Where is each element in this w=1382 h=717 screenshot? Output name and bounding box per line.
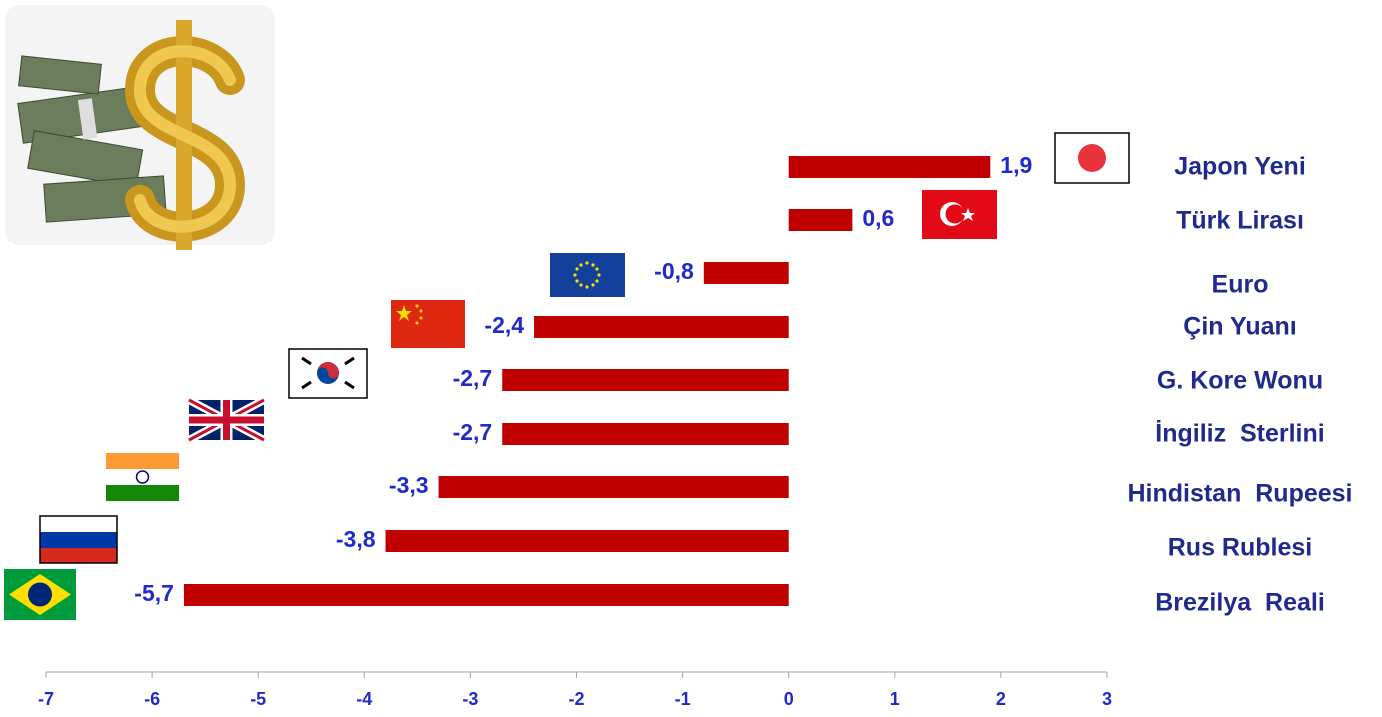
x-tick-label: -3 <box>462 689 478 709</box>
flag-eu <box>550 253 625 297</box>
value-label: -2,4 <box>484 312 524 338</box>
category-label: Brezilya Reali <box>1155 589 1325 617</box>
x-tick-label: -7 <box>38 689 54 709</box>
value-label: -0,8 <box>654 258 694 284</box>
x-tick-label: -2 <box>568 689 584 709</box>
x-tick-label: 3 <box>1102 689 1112 709</box>
flag-russia <box>39 515 118 564</box>
bar <box>438 476 789 498</box>
x-tick-label: 2 <box>996 689 1006 709</box>
value-label: -5,7 <box>134 580 174 606</box>
bar <box>502 423 789 445</box>
category-label: Rus Rublesi <box>1168 534 1312 562</box>
bar <box>385 530 789 552</box>
value-label: -3,3 <box>389 472 429 498</box>
bar <box>703 262 789 284</box>
category-label: Hindistan Rupeesi <box>1127 480 1352 508</box>
flag-uk <box>187 396 266 444</box>
category-label: Japon Yeni <box>1174 153 1306 181</box>
flag-india <box>106 453 179 501</box>
value-label: -2,7 <box>453 365 493 391</box>
value-label: -2,7 <box>453 419 493 445</box>
x-tick-label: 1 <box>890 689 900 709</box>
category-label: Türk Lirası <box>1176 207 1304 235</box>
value-label: -3,8 <box>336 526 376 552</box>
x-tick-label: 0 <box>784 689 794 709</box>
category-label: G. Kore Wonu <box>1157 367 1323 395</box>
value-label: 1,9 <box>1000 152 1032 178</box>
bar <box>534 316 789 338</box>
money-icon <box>5 5 275 250</box>
flag-china <box>391 300 465 348</box>
flag-korea <box>288 348 368 399</box>
category-label: İngiliz Sterlini <box>1155 420 1324 448</box>
x-tick-label: -4 <box>356 689 372 709</box>
category-label: Euro <box>1212 271 1269 299</box>
category-label: Çin Yuanı <box>1183 313 1296 341</box>
flag-brazil <box>4 569 76 620</box>
flag-japan <box>1054 132 1130 184</box>
x-tick-label: -6 <box>144 689 160 709</box>
x-tick-label: -5 <box>250 689 266 709</box>
bar <box>183 584 789 606</box>
bar <box>788 209 853 231</box>
x-tick-label: -1 <box>675 689 691 709</box>
value-label: 0,6 <box>862 205 894 231</box>
bar <box>502 369 789 391</box>
bar <box>788 156 991 178</box>
flag-turkey <box>922 190 997 239</box>
